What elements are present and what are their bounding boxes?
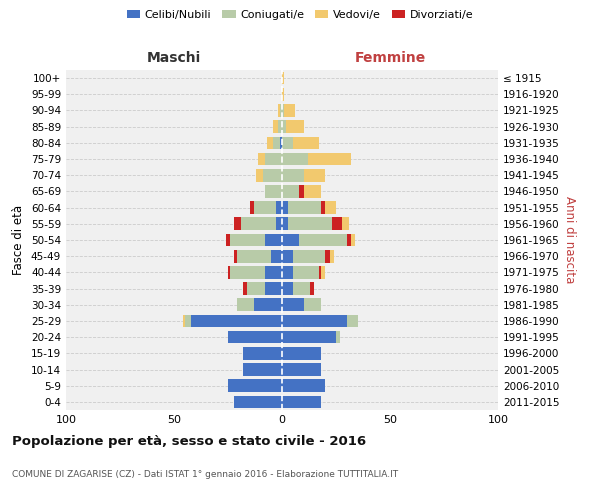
Bar [282, 152, 308, 166]
Bar [347, 314, 358, 328]
Bar [258, 152, 265, 166]
Bar [282, 380, 325, 392]
Bar [235, 250, 236, 262]
Bar [299, 234, 347, 246]
Bar [278, 120, 282, 133]
Bar [289, 218, 332, 230]
Bar [275, 202, 282, 214]
Bar [185, 314, 191, 328]
Bar [304, 169, 325, 181]
Bar [293, 250, 325, 262]
Bar [304, 185, 321, 198]
Bar [282, 72, 284, 85]
Y-axis label: Fasce di età: Fasce di età [13, 205, 25, 275]
Text: Maschi: Maschi [147, 51, 201, 65]
Bar [265, 266, 282, 278]
Bar [347, 234, 351, 246]
Bar [282, 218, 289, 230]
Bar [226, 234, 230, 246]
Bar [282, 266, 293, 278]
Bar [191, 314, 282, 328]
Bar [332, 218, 343, 230]
Bar [329, 250, 334, 262]
Bar [254, 298, 282, 311]
Bar [235, 396, 282, 408]
Bar [282, 234, 299, 246]
Bar [325, 250, 329, 262]
Bar [230, 234, 265, 246]
Bar [274, 136, 280, 149]
Bar [319, 266, 321, 278]
Bar [265, 185, 282, 198]
Bar [282, 314, 347, 328]
Bar [278, 104, 280, 117]
Bar [343, 218, 349, 230]
Bar [310, 282, 314, 295]
Bar [282, 298, 304, 311]
Bar [241, 218, 275, 230]
Bar [243, 347, 282, 360]
Y-axis label: Anni di nascita: Anni di nascita [563, 196, 576, 284]
Bar [321, 202, 325, 214]
Bar [236, 250, 271, 262]
Text: Femmine: Femmine [355, 51, 425, 65]
Bar [182, 314, 185, 328]
Bar [250, 202, 254, 214]
Bar [304, 298, 321, 311]
Bar [228, 266, 230, 278]
Bar [282, 202, 289, 214]
Bar [351, 234, 355, 246]
Bar [293, 266, 319, 278]
Text: COMUNE DI ZAGARISE (CZ) - Dati ISTAT 1° gennaio 2016 - Elaborazione TUTTITALIA.I: COMUNE DI ZAGARISE (CZ) - Dati ISTAT 1° … [12, 470, 398, 479]
Bar [293, 136, 319, 149]
Bar [271, 250, 282, 262]
Bar [282, 282, 293, 295]
Bar [293, 282, 310, 295]
Bar [321, 266, 325, 278]
Bar [265, 282, 282, 295]
Bar [282, 88, 284, 101]
Bar [282, 169, 304, 181]
Bar [289, 202, 321, 214]
Bar [274, 120, 278, 133]
Bar [230, 266, 265, 278]
Legend: Celibi/Nubili, Coniugati/e, Vedovi/e, Divorziati/e: Celibi/Nubili, Coniugati/e, Vedovi/e, Di… [122, 6, 478, 25]
Bar [267, 136, 274, 149]
Bar [265, 234, 282, 246]
Bar [235, 218, 241, 230]
Bar [282, 331, 336, 344]
Bar [254, 202, 275, 214]
Bar [275, 218, 282, 230]
Bar [282, 136, 293, 149]
Bar [228, 331, 282, 344]
Bar [280, 104, 282, 117]
Bar [286, 120, 304, 133]
Bar [284, 104, 295, 117]
Bar [282, 363, 321, 376]
Bar [247, 282, 265, 295]
Bar [336, 331, 340, 344]
Bar [282, 347, 321, 360]
Text: Popolazione per età, sesso e stato civile - 2016: Popolazione per età, sesso e stato civil… [12, 435, 366, 448]
Bar [236, 298, 254, 311]
Bar [282, 250, 293, 262]
Bar [282, 396, 321, 408]
Bar [299, 185, 304, 198]
Bar [256, 169, 263, 181]
Bar [243, 282, 247, 295]
Bar [282, 120, 286, 133]
Bar [280, 136, 282, 149]
Bar [243, 363, 282, 376]
Bar [282, 185, 299, 198]
Bar [308, 152, 351, 166]
Bar [263, 169, 282, 181]
Bar [282, 104, 284, 117]
Bar [265, 152, 282, 166]
Bar [325, 202, 336, 214]
Bar [228, 380, 282, 392]
